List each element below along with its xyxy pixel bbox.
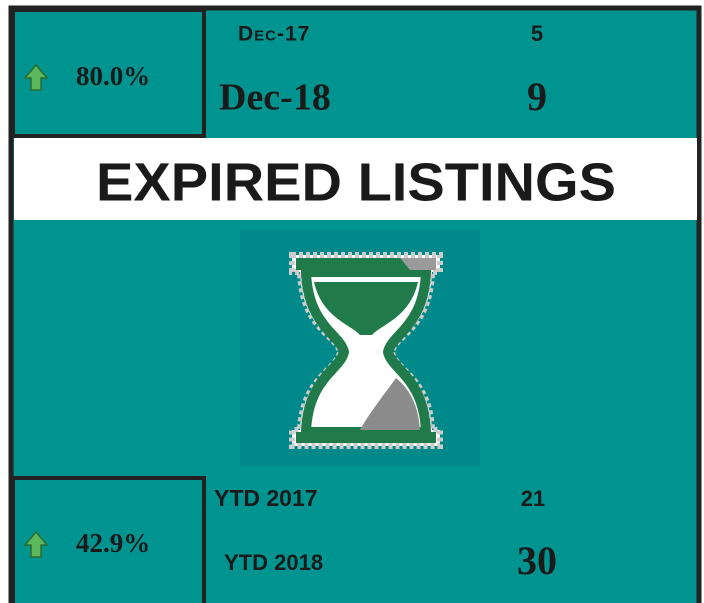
up-arrow: [23, 63, 49, 91]
ytd-previous-value: 21: [521, 486, 545, 511]
current-period-value: 9: [527, 74, 547, 119]
ytd-previous-label: YTD 2017: [214, 485, 318, 511]
ytd-change-box: [11, 476, 206, 603]
hourglass-icon: [240, 230, 480, 466]
ytd-current-label: YTD 2018: [224, 550, 323, 575]
previous-period-label: Dec-17: [238, 23, 310, 46]
current-period-label: Dec-18: [219, 77, 331, 119]
monthly-change-box: [11, 8, 206, 138]
up-arrow: [23, 530, 49, 558]
title: EXPIRED LISTINGS: [96, 152, 616, 212]
monthly-change: 80.0%: [76, 61, 150, 91]
title-band: [14, 138, 697, 220]
previous-period-value: 5: [531, 21, 543, 46]
ytd-current-value: 30: [517, 538, 557, 583]
ytd-change: 42.9%: [76, 528, 150, 558]
